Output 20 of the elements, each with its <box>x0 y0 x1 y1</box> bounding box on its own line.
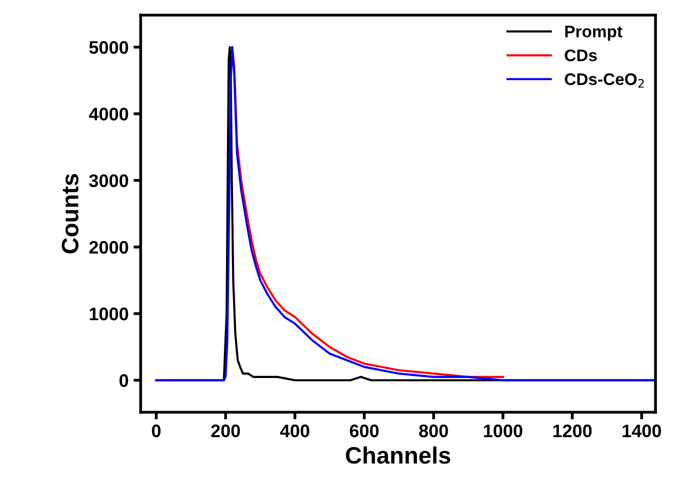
x-tick-label: 600 <box>350 424 379 438</box>
x-tick-label: 1000 <box>484 424 522 438</box>
legend-label: Prompt <box>565 26 622 41</box>
x-tick-label: 200 <box>211 424 240 438</box>
y-tick-label: 5000 <box>89 41 128 54</box>
y-tick-label: 0 <box>120 374 128 387</box>
x-tick-label: 1400 <box>622 424 661 438</box>
y-tick-label: 1000 <box>90 308 128 320</box>
x-tick-label: 1200 <box>553 424 592 438</box>
line-series <box>231 46 504 378</box>
legend-label: CDs-CeO$_{2}$ <box>564 73 644 88</box>
y-tick-label: 4000 <box>88 108 128 120</box>
y-tick-label: 2000 <box>89 240 128 254</box>
legend-label: CDs <box>564 49 597 62</box>
x-tick-label: 0 <box>152 424 161 438</box>
y-axis-title: Counts <box>62 174 78 254</box>
x-axis-title: Channels <box>346 446 450 464</box>
x-tick-label: 800 <box>419 424 448 438</box>
x-tick-label: 400 <box>280 424 310 438</box>
y-tick-label: 3000 <box>89 174 128 188</box>
